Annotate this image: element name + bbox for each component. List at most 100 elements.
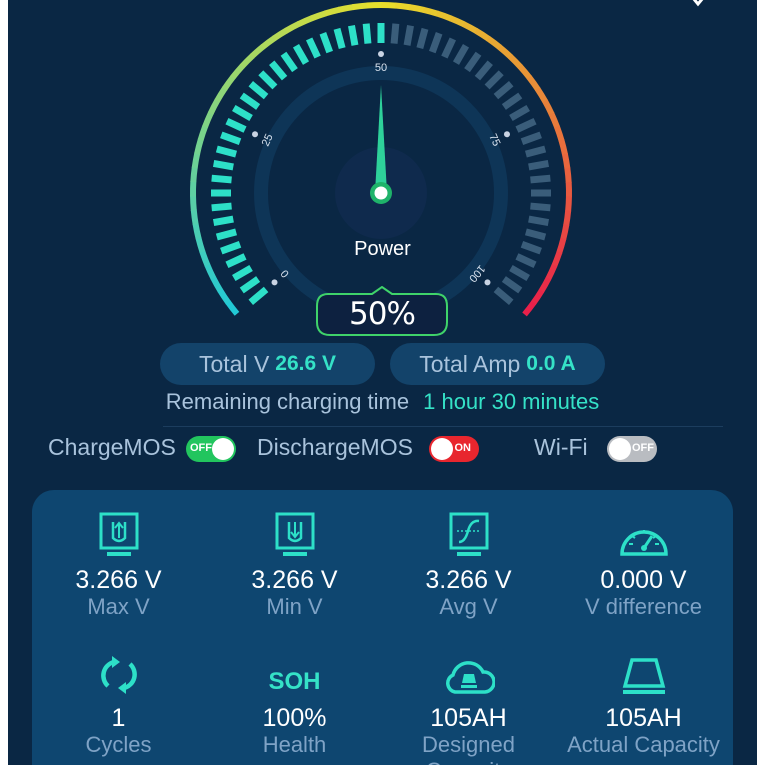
gauge-needle-hub-center: [374, 186, 388, 200]
total-amp-label: Total Amp: [419, 350, 521, 377]
gauge-color-arc-segment: [249, 44, 266, 59]
gauge-color-arc-segment: [558, 139, 568, 156]
gauge-color-arc-segment: [190, 209, 199, 226]
dischargemos-label: DischargeMOS: [257, 434, 413, 460]
gauge-color-arc-segment: [497, 44, 513, 59]
gauge-color-arc-segment: [338, 4, 354, 13]
gauge-tick: [530, 202, 551, 212]
metric-value: 3.266 V: [251, 566, 338, 594]
gauge-tick: [211, 202, 232, 212]
gauge-tick: [515, 117, 537, 133]
metric-value: 105AH: [430, 704, 507, 732]
gauge-scale-label: 25: [260, 132, 276, 148]
gauge-color-arc-segment: [563, 210, 572, 226]
gauge-tick: [530, 174, 551, 184]
metric-label: Avg V: [439, 594, 498, 619]
metric-value: 105AH: [605, 704, 682, 732]
gauge-tick: [515, 253, 537, 269]
total-voltage-pill: Total V 26.6 V: [160, 343, 375, 385]
gauge-tick: [212, 160, 234, 171]
gauge-tick: [220, 131, 242, 145]
metric-value: 1: [111, 704, 126, 732]
gauge-color-arc-segment: [260, 35, 277, 50]
gauge-tick: [319, 32, 333, 54]
gauge-tick: [524, 228, 547, 241]
gauge-color-arc-segment: [210, 276, 223, 293]
dischargemos-state: ON: [454, 442, 472, 454]
gauge-tick: [362, 23, 372, 44]
gauge-tick: [225, 253, 247, 269]
metric-health: SOH 100% Health: [207, 650, 382, 758]
gauge-color-arc-segment: [408, 4, 425, 13]
metric-max-v: 3.266 V Max V: [31, 512, 206, 620]
gauge-color-arc-segment: [222, 74, 236, 91]
speedometer-icon: [619, 530, 668, 556]
gauge-tick: [348, 24, 359, 46]
gauge-color-arc-segment: [554, 125, 565, 142]
gauge-tick: [520, 131, 542, 145]
gauge-tick: [269, 60, 288, 81]
total-voltage-value: 26.6 V: [275, 352, 337, 375]
chargemos-label: ChargeMOS: [48, 434, 176, 460]
total-amp-value: 0.0 A: [526, 352, 576, 375]
gauge-value-badge: [316, 286, 448, 336]
trapezoid-capacity-icon: [622, 658, 665, 694]
chargemos-toggle[interactable]: OFF: [186, 436, 236, 462]
gauge-tick: [528, 215, 550, 226]
gauge-tick: [501, 92, 523, 110]
gauge-tick: [215, 145, 238, 158]
gauge-color-arc-segment: [297, 15, 314, 27]
gauge-color-arc-segment: [436, 10, 453, 22]
gauge-color-arc-segment: [507, 54, 523, 69]
gauge-tick: [333, 27, 346, 50]
metric-min-v: 3.266 V Min V: [207, 512, 382, 620]
wifi-state: OFF: [632, 442, 654, 454]
gauge-color-arc-segment: [202, 111, 214, 128]
gauge-color-arc-segment: [394, 2, 411, 11]
metric-designed-capacity: 105AH Designed Capacity: [381, 650, 556, 765]
gauge-scale-dot: [378, 51, 384, 57]
gauge-color-arc-segment: [534, 87, 548, 103]
dischargemos-toggle[interactable]: ON: [429, 436, 479, 462]
metric-label: Max V: [87, 594, 150, 619]
gauge-color-arc-segment: [530, 289, 545, 305]
total-voltage-label: Total V: [198, 350, 270, 377]
gauge-tick: [474, 60, 493, 81]
metric-value: 3.266 V: [75, 566, 162, 594]
gauge-color-arc-segment: [217, 288, 231, 305]
gauge-tick: [429, 32, 443, 54]
gauge-color-arc-segment: [207, 98, 221, 115]
gauge-tick: [258, 70, 278, 90]
gauge-tick: [248, 81, 269, 100]
gauge-color-arc-segment: [462, 21, 479, 34]
gauge-tick: [212, 215, 234, 226]
gauge-tick: [528, 160, 550, 171]
gauge-color-arc-segment: [545, 264, 558, 281]
gauge-tick: [220, 241, 242, 255]
gauge-tick: [248, 286, 269, 305]
gauge-tick: [292, 44, 310, 65]
gauge-color-arc-segment: [230, 63, 245, 80]
metric-value: 3.266 V: [425, 566, 512, 594]
gauge-tick: [520, 241, 542, 255]
gauge-color-arc-segment: [366, 2, 382, 9]
gauge-color-arc-segment: [190, 195, 197, 211]
max-voltage-icon: [99, 512, 138, 556]
gauge-tick: [493, 286, 514, 305]
gauge-scale-dot: [252, 131, 259, 138]
gauge-color-arc-segment: [191, 152, 201, 169]
metric-label: Min V: [266, 594, 323, 619]
gauge-color-arc-segment: [380, 2, 397, 9]
gauge-tick: [215, 228, 238, 241]
gauge-tick: [280, 51, 298, 73]
gauge-color-arc-segment: [197, 124, 209, 141]
gauge-color-arc-segment: [560, 224, 570, 240]
bluetooth-icon[interactable]: [684, 0, 714, 12]
soh-icon: SOH: [268, 668, 321, 695]
wifi-toggle[interactable]: OFF: [607, 436, 657, 462]
gauge-color-arc-segment: [526, 75, 541, 92]
gauge-scale-dot: [271, 279, 278, 286]
gauge-color-arc-segment: [214, 86, 228, 103]
gauge-tick: [524, 145, 547, 158]
